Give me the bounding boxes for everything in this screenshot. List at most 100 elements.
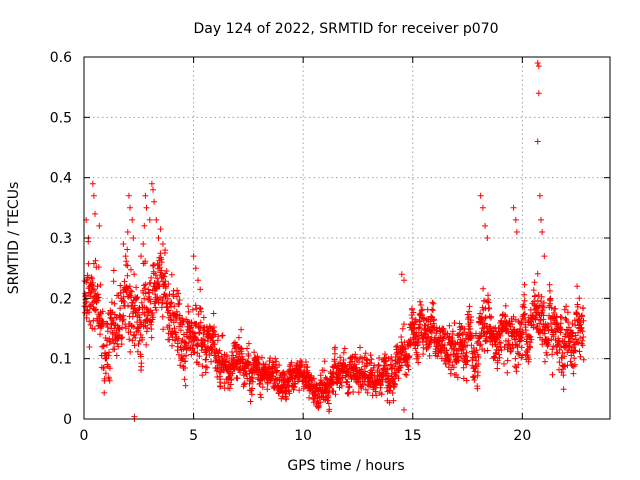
- data-point: [368, 356, 375, 363]
- data-point: [536, 192, 543, 199]
- x-tick-label: 20: [513, 428, 531, 444]
- data-point: [97, 331, 103, 338]
- data-point: [440, 325, 447, 332]
- data-point: [521, 291, 528, 298]
- data-point: [473, 330, 479, 337]
- data-point: [487, 324, 494, 330]
- data-point: [466, 303, 473, 310]
- data-point: [233, 341, 240, 348]
- data-point: [110, 278, 117, 285]
- data-point: [312, 391, 319, 398]
- data-point: [127, 348, 134, 355]
- data-point: [574, 283, 581, 290]
- data-point: [552, 305, 559, 312]
- data-point: [477, 341, 484, 348]
- data-point: [195, 277, 201, 284]
- data-point: [521, 297, 528, 304]
- data-point: [234, 375, 241, 382]
- data-point: [331, 356, 338, 363]
- data-point: [574, 311, 581, 318]
- data-point: [330, 388, 337, 394]
- data-point: [534, 270, 541, 277]
- data-point: [401, 406, 407, 413]
- data-point: [417, 321, 424, 328]
- data-point: [148, 274, 155, 281]
- data-point: [337, 379, 344, 386]
- data-point: [89, 275, 96, 282]
- data-point: [382, 358, 389, 365]
- data-point: [89, 279, 96, 286]
- data-point: [317, 399, 324, 406]
- data-point: [227, 381, 234, 388]
- data-point: [482, 315, 489, 322]
- data-point: [95, 294, 102, 301]
- data-point: [548, 326, 555, 333]
- data-point: [504, 369, 511, 376]
- data-point: [162, 278, 169, 285]
- data-point: [164, 295, 171, 302]
- data-point: [527, 344, 533, 351]
- data-point: [367, 352, 374, 359]
- x-tick-label: 5: [189, 428, 198, 444]
- data-point: [210, 327, 217, 334]
- data-point: [549, 346, 556, 353]
- data-point: [189, 306, 196, 313]
- data-point: [119, 297, 126, 304]
- data-point: [566, 338, 573, 345]
- data-point: [355, 377, 362, 383]
- data-point: [174, 287, 181, 294]
- data-point: [338, 382, 345, 389]
- data-point: [445, 355, 452, 362]
- data-point: [148, 319, 155, 326]
- data-point: [199, 372, 206, 379]
- data-point: [352, 351, 359, 358]
- data-point: [517, 337, 524, 344]
- data-point: [124, 272, 131, 279]
- data-point: [236, 366, 243, 373]
- data-point: [525, 356, 532, 363]
- data-point: [141, 222, 148, 229]
- data-point: [210, 337, 217, 344]
- data-point: [569, 335, 576, 342]
- data-point: [124, 246, 131, 253]
- data-point: [510, 204, 517, 211]
- data-point: [521, 304, 528, 311]
- data-point: [185, 303, 191, 310]
- data-point: [376, 355, 383, 361]
- data-point: [494, 365, 501, 372]
- data-point: [549, 351, 556, 358]
- data-point: [388, 370, 395, 377]
- data-point: [122, 253, 129, 260]
- x-tick-label: 10: [294, 428, 312, 444]
- data-point: [444, 330, 451, 337]
- data-point: [450, 364, 457, 371]
- data-point: [480, 285, 487, 292]
- data-point: [188, 319, 195, 326]
- data-point: [550, 333, 557, 340]
- data-point: [441, 342, 448, 349]
- data-point: [547, 295, 554, 302]
- data-point: [474, 385, 481, 392]
- data-point: [174, 311, 181, 318]
- data-point: [155, 235, 162, 241]
- data-point: [475, 369, 481, 376]
- data-point: [257, 391, 264, 398]
- data-point: [198, 308, 204, 315]
- data-point: [100, 343, 107, 350]
- data-point: [296, 387, 303, 394]
- data-point: [175, 335, 182, 342]
- data-point: [518, 334, 525, 341]
- data-point: [148, 180, 155, 187]
- data-point: [382, 351, 388, 358]
- data-point: [140, 241, 147, 247]
- data-point: [536, 320, 543, 327]
- data-point: [135, 341, 142, 347]
- data-point: [386, 399, 393, 406]
- data-point: [362, 386, 369, 393]
- data-point: [391, 380, 398, 387]
- data-point: [473, 357, 480, 364]
- data-point: [416, 324, 423, 331]
- data-point: [360, 381, 367, 388]
- data-point: [183, 352, 189, 359]
- data-point: [226, 358, 232, 364]
